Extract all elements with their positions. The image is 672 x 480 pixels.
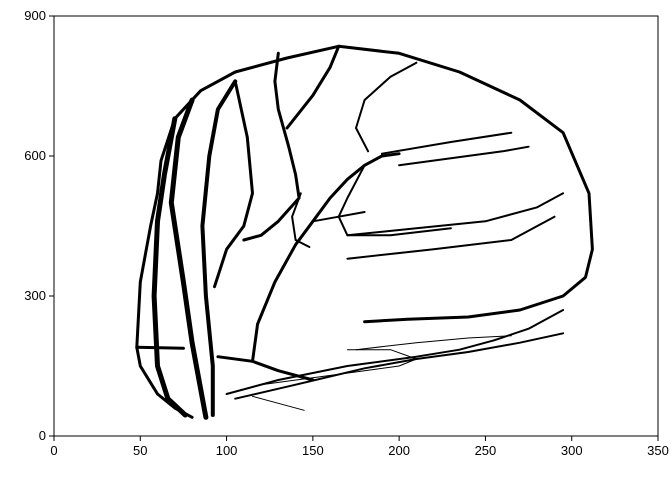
plot-background [54, 16, 658, 436]
vein-line-15 [346, 192, 565, 237]
vein-line-11 [355, 61, 418, 153]
vein-line-6 [216, 355, 315, 382]
x-tick-label: 50 [133, 443, 147, 458]
vein-line-4 [200, 79, 238, 417]
x-tick-label: 300 [561, 443, 583, 458]
y-tick-label: 900 [24, 8, 46, 23]
vein-line-19 [225, 309, 565, 395]
vein-line-23 [252, 395, 305, 411]
vein-line-2 [151, 116, 188, 418]
y-tick-label: 600 [24, 148, 46, 163]
x-tick-label: 100 [216, 443, 238, 458]
vein-line-7 [213, 79, 254, 289]
vein-line-9 [285, 44, 341, 130]
vein-line-8 [242, 51, 301, 242]
y-tick-label: 0 [39, 428, 46, 443]
x-tick-label: 200 [388, 443, 410, 458]
axis-layer: 0 50 100 150 200 250 300 350 0 300 600 900 [24, 8, 669, 458]
vein-line-1 [135, 44, 594, 419]
x-tick-label: 350 [647, 443, 669, 458]
plot-frame [53, 15, 659, 437]
vein-line-13 [398, 145, 530, 167]
x-tick-label: 150 [302, 443, 324, 458]
vein-line-5 [135, 345, 185, 350]
x-tick-label: 250 [475, 443, 497, 458]
vein-line-10 [251, 152, 401, 363]
series-layer [135, 44, 594, 420]
vein-line-12 [380, 131, 513, 155]
vein-line-21 [355, 335, 512, 351]
y-tick-label: 300 [24, 288, 46, 303]
x-tick-label: 0 [50, 443, 57, 458]
vein-line-17 [291, 192, 311, 248]
vein-line-18 [311, 211, 366, 223]
vein-line-16 [346, 215, 556, 260]
vein-line-14 [337, 164, 452, 237]
vein-line-3 [168, 97, 209, 420]
vein-line-22 [260, 349, 417, 386]
